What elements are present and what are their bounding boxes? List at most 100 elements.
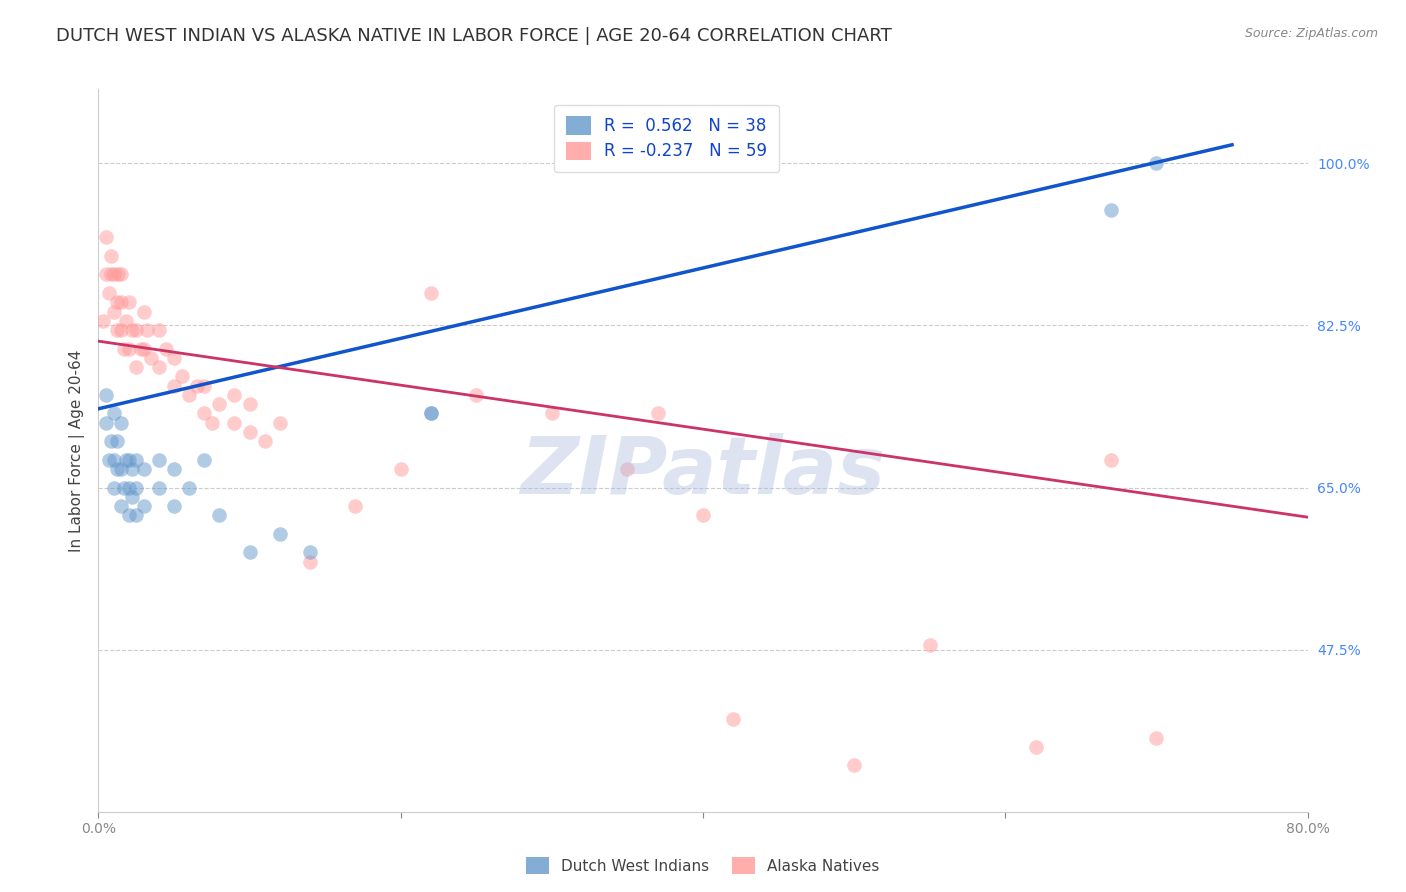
Point (110, 323, 132, 337)
Text: ZIPatlas: ZIPatlas (520, 434, 886, 511)
Point (125, 360, 148, 375)
Point (100, 268, 122, 282)
Point (114, 314, 136, 328)
Point (344, 499, 367, 513)
Point (107, 268, 129, 282)
Point (193, 406, 215, 420)
Point (118, 481, 141, 495)
Point (389, 462, 412, 476)
Point (103, 452, 125, 467)
Point (121, 323, 143, 337)
Point (118, 342, 141, 356)
Point (94, 388, 117, 402)
Point (420, 406, 443, 420)
Point (193, 378, 215, 392)
Point (110, 499, 132, 513)
Point (135, 323, 157, 337)
Point (155, 342, 177, 356)
Point (110, 416, 132, 430)
Point (616, 462, 638, 476)
Point (100, 249, 122, 263)
Point (163, 351, 186, 365)
Point (103, 268, 125, 282)
Point (201, 416, 224, 430)
Point (94, 268, 117, 282)
Point (239, 545, 262, 559)
Point (253, 434, 276, 449)
Legend: Dutch West Indians, Alaska Natives: Dutch West Indians, Alaska Natives (520, 851, 886, 880)
Point (125, 452, 148, 467)
Point (105, 462, 128, 476)
Legend: R =  0.562   N = 38, R = -0.237   N = 59: R = 0.562 N = 38, R = -0.237 N = 59 (554, 104, 779, 172)
Point (132, 499, 155, 513)
Point (125, 481, 148, 495)
Point (1144, 731, 1167, 745)
Point (163, 462, 186, 476)
Point (105, 434, 128, 449)
Point (148, 323, 170, 337)
Point (269, 416, 291, 430)
Point (918, 638, 941, 652)
Point (179, 388, 201, 402)
Point (239, 425, 262, 439)
Point (103, 304, 125, 318)
Point (193, 452, 215, 467)
Point (647, 406, 669, 420)
Point (1099, 452, 1122, 467)
Point (420, 406, 443, 420)
Point (465, 388, 488, 402)
Point (163, 499, 186, 513)
Point (132, 342, 155, 356)
Point (208, 508, 231, 523)
Point (420, 285, 443, 300)
Point (103, 481, 125, 495)
Point (114, 452, 136, 467)
Point (1099, 202, 1122, 217)
Point (540, 406, 562, 420)
Point (186, 378, 208, 392)
Point (299, 555, 322, 569)
Point (692, 508, 714, 523)
Point (1144, 156, 1167, 170)
Point (100, 434, 122, 449)
Point (132, 304, 155, 318)
Point (844, 758, 866, 772)
Point (224, 388, 246, 402)
Point (118, 508, 141, 523)
Point (125, 508, 148, 523)
Point (208, 397, 231, 411)
Point (110, 295, 132, 310)
Point (94, 416, 117, 430)
Point (129, 342, 152, 356)
Point (91, 314, 114, 328)
Point (299, 545, 322, 559)
Point (141, 351, 163, 365)
Point (148, 360, 170, 375)
Point (110, 268, 132, 282)
Point (269, 526, 291, 541)
Point (170, 369, 193, 384)
Point (112, 342, 135, 356)
Point (179, 481, 201, 495)
Point (98, 452, 121, 467)
Point (103, 406, 125, 420)
Point (239, 397, 262, 411)
Point (110, 462, 132, 476)
Point (148, 452, 170, 467)
Point (118, 452, 141, 467)
Point (121, 462, 143, 476)
Point (1024, 739, 1046, 754)
Point (118, 295, 141, 310)
Point (125, 323, 148, 337)
Point (723, 712, 745, 726)
Y-axis label: In Labor Force | Age 20-64: In Labor Force | Age 20-64 (69, 350, 84, 551)
Point (224, 416, 246, 430)
Text: DUTCH WEST INDIAN VS ALASKA NATIVE IN LABOR FORCE | AGE 20-64 CORRELATION CHART: DUTCH WEST INDIAN VS ALASKA NATIVE IN LA… (56, 27, 891, 45)
Point (163, 378, 186, 392)
Point (121, 490, 143, 504)
Point (132, 462, 155, 476)
Text: Source: ZipAtlas.com: Source: ZipAtlas.com (1244, 27, 1378, 40)
Point (105, 323, 128, 337)
Point (112, 481, 135, 495)
Point (148, 481, 170, 495)
